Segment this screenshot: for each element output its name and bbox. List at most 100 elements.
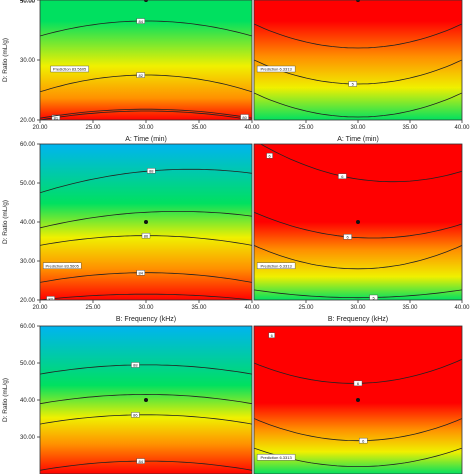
x-tick-label: 35.00 [191,125,207,131]
contour-label: 80 [242,115,247,120]
plot-area: 6 6 6 Prediction 6.3313 [254,326,462,474]
contour-line [254,59,462,85]
contour-label-box [147,168,156,174]
contour-label-box [136,458,145,464]
y-axis-label: D: Ratio (mL/g) [2,38,9,82]
y-axis-label: D: Ratio (mL/g) [2,200,9,244]
contour-label: 84 [138,271,143,276]
contour-label: 6 [271,333,274,338]
contour-label-box [136,72,145,78]
contour-label-box [51,114,61,120]
x-tick-label: 35.00 [402,125,418,131]
x-tick-label: 25.00 [85,125,101,131]
contour-label: 84 [138,19,143,24]
y-tick-label: 50.00 [20,0,36,5]
panel-5: 6 6 6 Prediction 6.3313 [253,325,463,474]
design-point [144,0,148,2]
contour-line [40,108,252,119]
contour-line [259,144,462,183]
y-tick-label: 40.00 [20,220,36,226]
x-tick-label: 25.00 [298,125,314,131]
x-tick-label: 35.00 [402,305,418,311]
prediction-label: Prediction 83.5605 [53,67,87,72]
prediction-label: Prediction 6.3313 [261,67,293,72]
contour-label-box [141,232,151,239]
x-tick-label: 25.00 [298,305,314,311]
prediction-label: Prediction 83.5605 [46,263,80,268]
contour-label: 6 [268,154,271,159]
contour-line [254,23,462,49]
y-tick-label: 60.00 [20,142,36,148]
plot-area: 88 86 84 82 Prediction 83.5605 [40,144,252,300]
panel-3: 6 6 5 6 Prediction 6.3313 25.00 30.00 35.00 40.0… [253,143,470,323]
panel-0: 8684828180Prediction 83.560520.0030.0040… [2,0,260,143]
contour-label: 81 [54,115,59,120]
x-axis-label: A: Time (min) [337,136,379,143]
contour-label-box [348,81,357,87]
x-tick-label: 40.00 [454,125,470,131]
prediction-box [42,262,82,269]
design-point [356,398,360,402]
x-axis-label: B: Frequency (kHz) [116,316,176,323]
y-axis-label: D: Ratio (mL/g) [2,378,9,422]
contour-line [40,20,252,37]
contour-line [254,289,462,299]
contour-label-box [338,173,347,179]
x-tick-label: 20.00 [32,305,48,311]
prediction-box [256,454,296,461]
design-point [144,398,148,402]
plot-frame [253,325,463,474]
contour-label-box [136,18,145,24]
contour-line [254,211,462,239]
contour-label: 6 [346,235,349,240]
contour-label-box [131,412,140,418]
contour-label: 6 [341,174,344,179]
contour-label: 6 [357,381,360,386]
contour-line [40,74,252,93]
contour-label-box [240,114,249,120]
contour-line [40,110,252,120]
x-tick-label: 20.00 [32,125,48,131]
x-axis-label: B: Frequency (kHz) [328,316,388,323]
contour-label: 82 [138,73,143,78]
contour-line [40,168,252,194]
contour-label-box [268,332,275,338]
contour-label-box [353,380,363,387]
contour-line [40,364,252,375]
contour-line [254,245,462,270]
contour-label: 86 [133,413,138,418]
prediction-box [256,262,296,269]
plot-area: 8684828180Prediction 83.5605 [40,0,252,120]
y-tick-label: 20.00 [20,298,36,304]
contour-label-box [136,270,145,276]
x-tick-label: 30.00 [350,125,366,131]
y-tick-label: 30.00 [20,435,36,441]
prediction-box [256,65,296,73]
y-tick-label: 30.00 [20,259,36,265]
contour-label-box [131,362,140,368]
contour-line [40,414,252,425]
y-tick-label: 50.00 [20,361,36,367]
contour-label: 88 [149,169,154,174]
contour-line [254,92,462,118]
contour-line [40,393,252,405]
y-tick-label: 40.00 [20,398,36,404]
x-tick-label: 40.00 [454,305,470,311]
contour-label: 88 [133,363,138,368]
panel-2: 88 86 84 82 Prediction 83.5605 20.00 30.00 40.0… [2,142,260,323]
contour-line [40,293,252,300]
x-axis-label: A: Time (min) [125,136,167,143]
y-tick-label: 60.00 [20,324,36,330]
design-point [356,220,360,224]
design-point [144,220,148,224]
contour-label: 86 [144,233,149,238]
x-tick-label: 40.00 [244,305,260,311]
prediction-label: Prediction 6.3313 [261,455,293,460]
y-tick-label: 30.00 [20,58,36,64]
contour-line [40,211,252,229]
contour-line [40,460,252,471]
x-tick-label: 30.00 [350,305,366,311]
x-tick-label: 40.00 [244,125,260,131]
contour-line [254,418,462,442]
